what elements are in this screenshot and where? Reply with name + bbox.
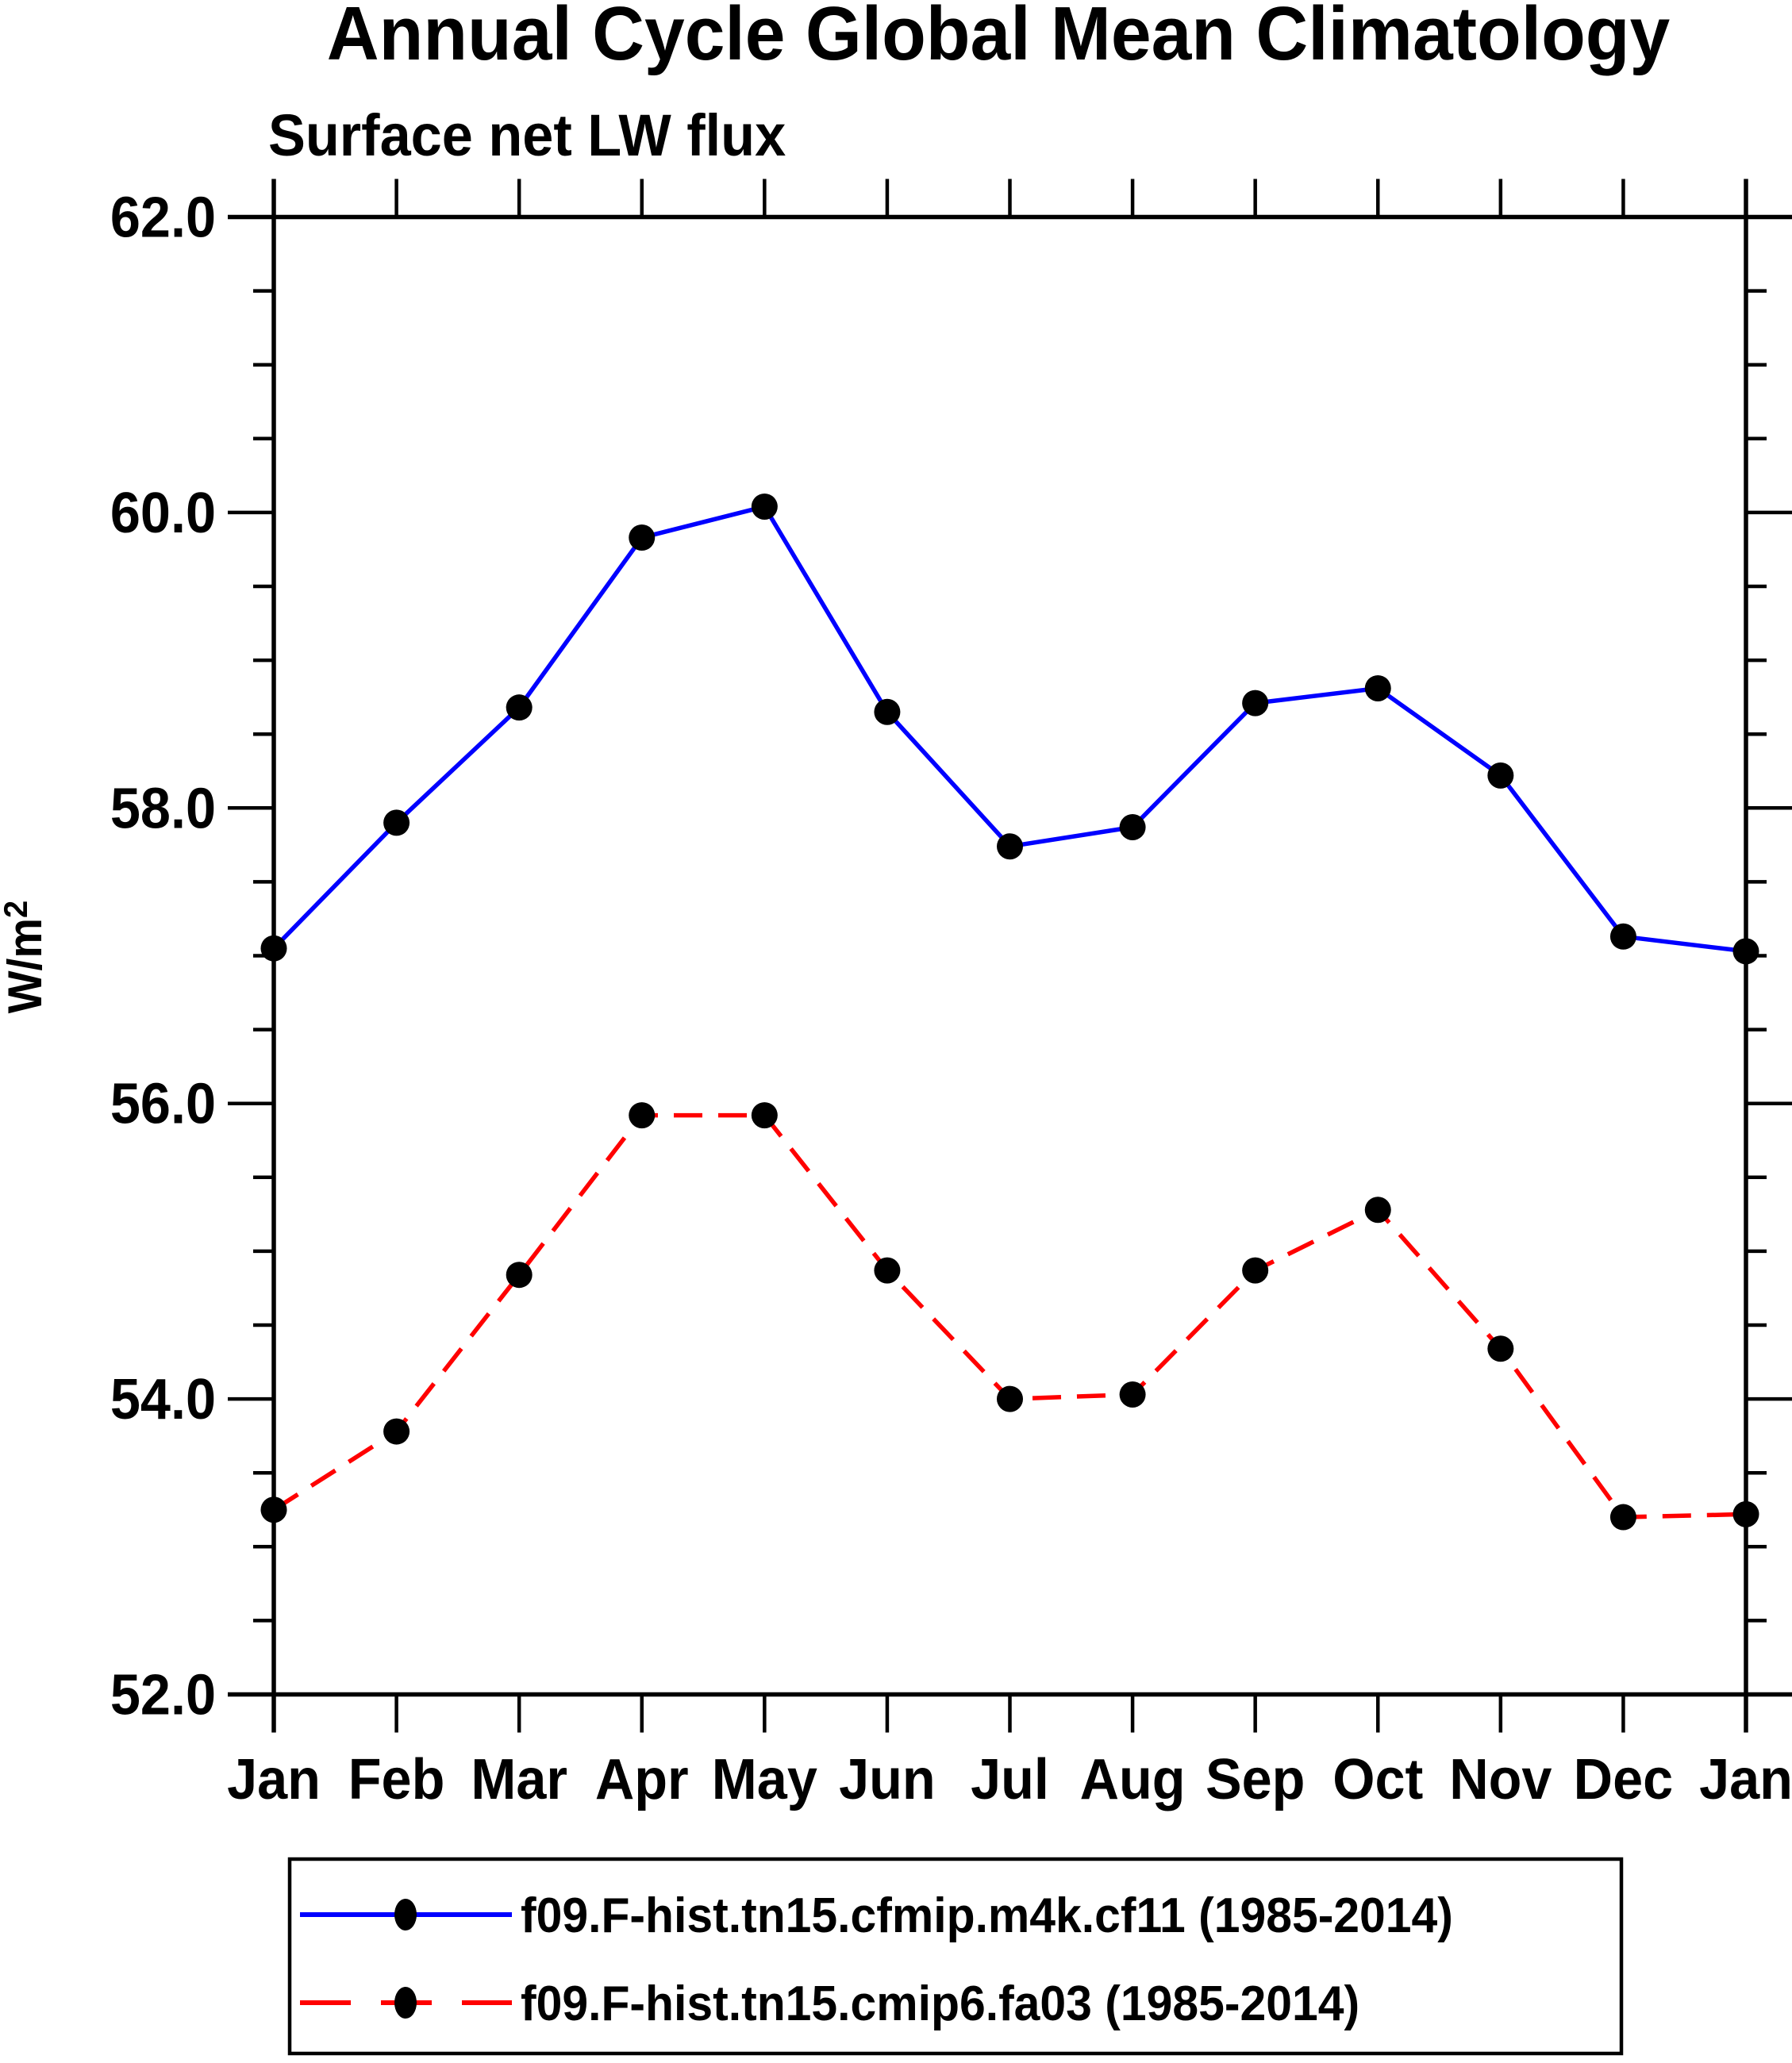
marker-s1-May-4 [751,1102,778,1129]
month-label-12: Jan [1699,1746,1792,1811]
month-label-6: Jul [971,1746,1049,1811]
legend-marker-dot [394,1899,417,1930]
legend-entry-series1: f09.F-hist.tn15.cfmip.m4k.cf11 (1985-201… [300,1888,1453,1943]
y-axis-label: W/m2 [0,901,52,1013]
marker-s0-Jun-5 [874,698,901,725]
y-tick-label-56-group: 56.0 [110,1071,216,1135]
marker-s0-May-4 [751,493,778,520]
legend: f09.F-hist.tn15.cfmip.m4k.cf11 (1985-201… [287,1857,1624,2056]
series-line-1 [272,1112,1747,1519]
month-label-2-group: Mar [471,1746,567,1811]
month-label-3-group: Apr [595,1746,689,1811]
marker-s1-Apr-3 [629,1102,656,1129]
chart-title-group: Annual Cycle Global Mean Climatology [327,0,1670,76]
marker-s1-Mar-2 [506,1262,533,1289]
y-axis-label-main: W/m [0,918,52,1013]
month-label-0: Jan [227,1746,321,1811]
marker-s1-Jul-6 [997,1385,1023,1412]
marker-s0-Sep-8 [1242,690,1269,716]
legend-label-series2: f09.F-hist.tn15.cmip6.fa03 (1985-2014) [521,1976,1359,2031]
marker-s1-Jan-12 [1732,1500,1759,1527]
y-tick-label-62-group: 62.0 [110,185,216,249]
y-axis-label-group: W/m2 [0,901,52,1013]
marker-s0-Nov-10 [1487,762,1514,789]
marker-s0-Jan-0 [260,935,287,962]
legend-label-series1: f09.F-hist.tn15.cfmip.m4k.cf11 (1985-201… [521,1888,1453,1943]
marker-s0-Jan-12 [1732,938,1759,965]
data-series [260,493,1759,1531]
month-label-8-group: Sep [1206,1746,1305,1811]
legend-entry-series2: f09.F-hist.tn15.cmip6.fa03 (1985-2014) [300,1976,1359,2031]
marker-s1-Jun-5 [874,1257,901,1284]
month-label-1-group: Feb [348,1746,445,1811]
month-label-11-group: Dec [1574,1746,1673,1811]
month-label-4-group: May [712,1746,817,1811]
month-label-10: Nov [1449,1746,1552,1811]
marker-s0-Apr-3 [629,524,656,551]
y-tick-label-54: 54.0 [110,1366,216,1431]
marker-s0-Oct-9 [1364,674,1391,701]
y-tick-label-56: 56.0 [110,1071,216,1135]
y-axis-label-superscript: 2 [0,901,34,918]
chart-subtitle: Surface net LW flux [268,103,786,168]
month-label-0-group: Jan [227,1746,321,1811]
legend-marker-dot [394,1987,417,2019]
month-label-7-group: Aug [1080,1746,1186,1811]
month-label-6-group: Jul [971,1746,1049,1811]
month-label-2: Mar [471,1746,567,1811]
marker-s0-Dec-11 [1609,923,1636,950]
marker-s1-Jan-0 [260,1496,287,1523]
y-tick-label-60: 60.0 [110,480,216,544]
y-tick-label-62: 62.0 [110,185,216,249]
month-label-7: Aug [1080,1746,1186,1811]
chart-subtitle-group: Surface net LW flux [268,103,786,168]
y-tick-label-52: 52.0 [110,1662,216,1727]
y-tick-label-58-group: 58.0 [110,776,216,840]
marker-s1-Dec-11 [1609,1504,1636,1531]
month-label-10-group: Nov [1449,1746,1552,1811]
marker-s0-Feb-1 [383,809,410,836]
marker-s1-Sep-8 [1242,1257,1269,1284]
marker-s0-Aug-7 [1119,814,1146,841]
axes: Jan Feb Mar Apr May Jun Jul Aug Sep Oct Nov Dec Jan5… [110,179,1792,1811]
y-tick-label-52-group: 52.0 [110,1662,216,1727]
month-label-9-group: Oct [1332,1746,1423,1811]
month-label-8: Sep [1206,1746,1305,1811]
month-label-11: Dec [1574,1746,1673,1811]
chart-title: Annual Cycle Global Mean Climatology [327,0,1670,76]
y-tick-label-54-group: 54.0 [110,1366,216,1431]
month-label-3: Apr [595,1746,689,1811]
month-label-5-group: Jun [839,1746,936,1811]
marker-s1-Nov-10 [1487,1335,1514,1362]
marker-s1-Oct-9 [1364,1197,1391,1224]
series-line-0 [272,504,1747,954]
legend-border [287,1857,1624,2056]
marker-s0-Mar-2 [506,694,533,721]
marker-s0-Jul-6 [997,833,1023,860]
month-label-12-group: Jan [1699,1746,1792,1811]
month-label-9: Oct [1332,1746,1423,1811]
y-tick-label-60-group: 60.0 [110,480,216,544]
marker-s1-Aug-7 [1119,1381,1146,1408]
month-label-4: May [712,1746,817,1811]
month-label-1: Feb [348,1746,445,1811]
marker-s1-Feb-1 [383,1418,410,1445]
month-label-5: Jun [839,1746,936,1811]
y-tick-label-58: 58.0 [110,776,216,840]
